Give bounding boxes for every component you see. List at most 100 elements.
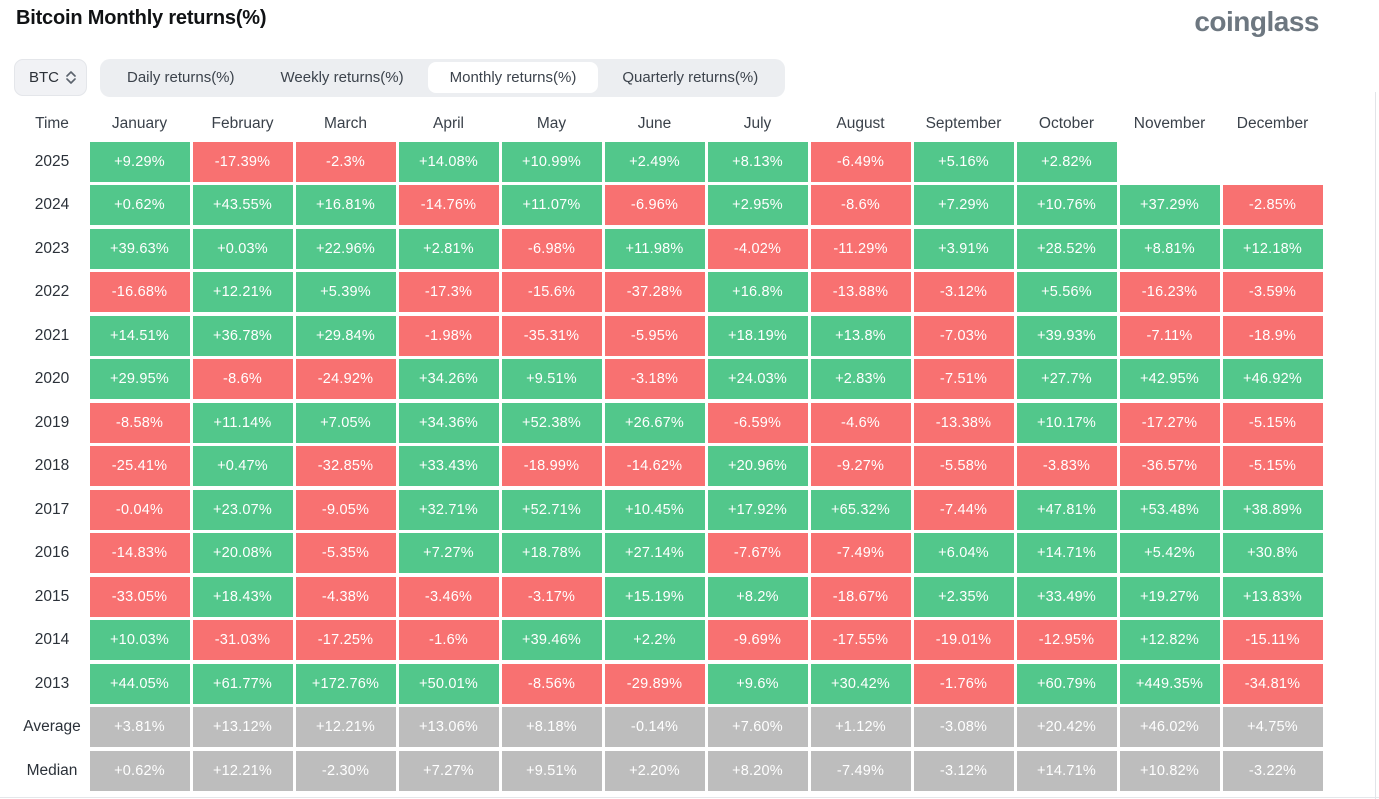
return-cell: +46.92% [1222, 359, 1323, 400]
tab-daily[interactable]: Daily returns(%) [105, 62, 257, 93]
return-cell: +12.21% [192, 272, 293, 313]
column-header-may: May [536, 114, 567, 132]
return-cell: -8.6% [810, 185, 911, 226]
return-cell: -14.83% [89, 533, 190, 574]
return-cell: +3.81% [89, 707, 190, 748]
column-header-september: September [925, 114, 1002, 132]
return-cell: +2.2% [604, 620, 705, 661]
return-cell: +11.14% [192, 402, 293, 443]
return-cell: +29.95% [89, 359, 190, 400]
return-cell: +50.01% [398, 663, 499, 704]
row-label-2017: 2017 [34, 500, 70, 518]
return-cell: -3.17% [501, 576, 602, 617]
return-cell: -3.12% [913, 750, 1014, 791]
return-cell: +0.62% [89, 750, 190, 791]
return-cell: +7.05% [295, 402, 396, 443]
column-header-october: October [1038, 114, 1095, 132]
return-cell: +44.05% [89, 663, 190, 704]
return-cell: -5.95% [604, 315, 705, 356]
return-cell: -3.59% [1222, 272, 1323, 313]
return-cell: +36.78% [192, 315, 293, 356]
return-cell: -36.57% [1119, 446, 1220, 487]
return-cell: -3.12% [913, 272, 1014, 313]
row-label-2015: 2015 [34, 587, 70, 605]
return-cell: +43.55% [192, 185, 293, 226]
return-cell: +20.08% [192, 533, 293, 574]
return-cell: -14.76% [398, 185, 499, 226]
return-cell: +2.49% [604, 141, 705, 182]
tab-monthly[interactable]: Monthly returns(%) [427, 62, 599, 94]
return-cell: -3.46% [398, 576, 499, 617]
return-cell: +7.27% [398, 533, 499, 574]
column-header-june: June [637, 114, 672, 132]
row-label-2021: 2021 [34, 326, 70, 344]
return-cell: +0.62% [89, 185, 190, 226]
return-cell: -6.98% [501, 228, 602, 269]
return-cell: -1.6% [398, 620, 499, 661]
updown-chevron-icon [66, 71, 76, 85]
return-cell: +23.07% [192, 489, 293, 530]
return-cell: +52.38% [501, 402, 602, 443]
return-cell: -2.3% [295, 141, 396, 182]
return-cell: +34.26% [398, 359, 499, 400]
column-header-july: July [743, 114, 772, 132]
return-cell: -9.05% [295, 489, 396, 530]
return-cell: +0.47% [192, 446, 293, 487]
return-cell: +10.45% [604, 489, 705, 530]
scrollbar[interactable] [1375, 92, 1376, 799]
return-cell: -7.11% [1119, 315, 1220, 356]
return-cell: -29.89% [604, 663, 705, 704]
return-cell: +12.21% [192, 750, 293, 791]
return-cell: +9.51% [501, 359, 602, 400]
time-column-header: Time [35, 114, 69, 132]
return-cell: -7.51% [913, 359, 1014, 400]
row-label-2024: 2024 [34, 196, 70, 214]
return-cell: +8.81% [1119, 228, 1220, 269]
row-label-2014: 2014 [34, 631, 70, 649]
return-cell: -24.92% [295, 359, 396, 400]
return-cell: -4.02% [707, 228, 808, 269]
row-label-median: Median [26, 761, 78, 779]
page-title: Bitcoin Monthly returns(%) [16, 7, 267, 29]
return-cell: -1.98% [398, 315, 499, 356]
return-cell: -12.95% [1016, 620, 1117, 661]
return-cell: +39.93% [1016, 315, 1117, 356]
row-label-2022: 2022 [34, 283, 70, 301]
return-cell: -13.88% [810, 272, 911, 313]
return-cell: -6.59% [707, 402, 808, 443]
return-cell: +14.71% [1016, 533, 1117, 574]
return-cell: -5.15% [1222, 446, 1323, 487]
tab-quarterly[interactable]: Quarterly returns(%) [600, 62, 780, 93]
return-cell: +12.21% [295, 707, 396, 748]
return-cell: +24.03% [707, 359, 808, 400]
return-cell: +19.27% [1119, 576, 1220, 617]
return-cell: -15.11% [1222, 620, 1323, 661]
return-cell: -0.04% [89, 489, 190, 530]
return-cell: +18.43% [192, 576, 293, 617]
return-cell: -6.49% [810, 141, 911, 182]
return-cell: -3.83% [1016, 446, 1117, 487]
return-cell: +8.20% [707, 750, 808, 791]
row-label-2013: 2013 [34, 674, 70, 692]
return-cell: +10.82% [1119, 750, 1220, 791]
return-cell: +38.89% [1222, 489, 1323, 530]
tab-weekly[interactable]: Weekly returns(%) [259, 62, 426, 93]
return-cell: +39.46% [501, 620, 602, 661]
controls-bar: BTC Daily returns(%) Weekly returns(%) Mon… [14, 58, 1379, 97]
return-cell: +5.39% [295, 272, 396, 313]
return-cell: -34.81% [1222, 663, 1323, 704]
return-cell: -18.99% [501, 446, 602, 487]
return-cell: -18.67% [810, 576, 911, 617]
return-cell: +32.71% [398, 489, 499, 530]
return-cell: -17.39% [192, 141, 293, 182]
page-header: Bitcoin Monthly returns(%) coinglass [0, 0, 1379, 38]
return-cell: +18.19% [707, 315, 808, 356]
return-cell: -8.56% [501, 663, 602, 704]
row-label-2020: 2020 [34, 370, 70, 388]
return-cell: +7.60% [707, 707, 808, 748]
return-cell: +37.29% [1119, 185, 1220, 226]
row-label-2019: 2019 [34, 413, 70, 431]
symbol-select[interactable]: BTC [14, 59, 87, 97]
return-cell: -5.15% [1222, 402, 1323, 443]
